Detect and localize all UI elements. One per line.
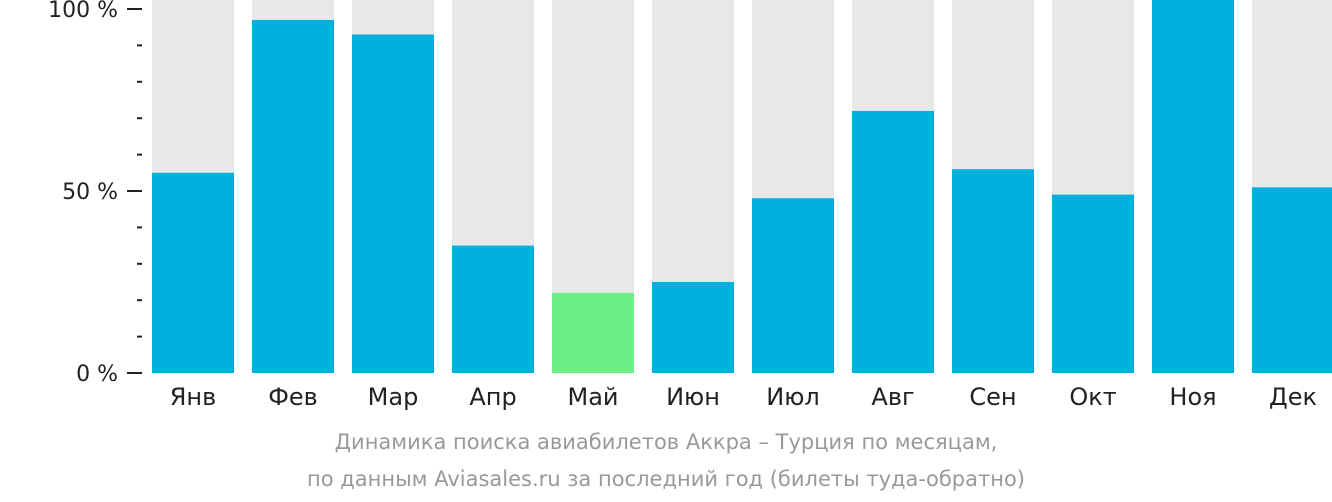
chart-title: Динамика поиска авиабилетов Аккра – Турц… (334, 430, 998, 454)
bar-09[interactable] (952, 169, 1034, 373)
bar-08[interactable] (852, 110, 934, 374)
y-axis: 100 % 50 % 0 % (48, 0, 142, 387)
y-tick-label: 100 % (48, 0, 118, 23)
bar-06[interactable] (652, 282, 734, 373)
bar-11[interactable] (1152, 0, 1234, 373)
x-tick-label-06: Июн (666, 383, 720, 411)
x-tick-label-10: Окт (1069, 383, 1116, 411)
x-tick-label-11: Ноя (1169, 383, 1216, 411)
bar-01[interactable] (152, 172, 234, 373)
chart-subtitle: по данным Aviasales.ru за последний год … (307, 467, 1025, 491)
x-axis-labels: Янв Фев Мар Апр Май Июн Июл Авг Сен Окт Ноя Дек (170, 383, 1317, 411)
x-tick-label-12: Дек (1269, 383, 1317, 411)
data-bars (152, 0, 1332, 374)
bar-05[interactable] (552, 292, 634, 373)
x-tick-label-08: Авг (871, 383, 914, 411)
bar-12[interactable] (1252, 187, 1332, 373)
y-tick-label: 50 % (62, 180, 118, 205)
x-tick-label-07: Июл (766, 383, 820, 411)
bar-02[interactable] (252, 19, 334, 373)
x-tick-label-02: Фев (268, 383, 318, 411)
x-tick-label-05: Май (567, 383, 618, 411)
bar-07[interactable] (752, 198, 834, 373)
bar-04[interactable] (452, 245, 534, 373)
x-tick-label-09: Сен (969, 383, 1016, 411)
x-tick-label-04: Апр (469, 383, 516, 411)
x-tick-label-01: Янв (170, 383, 217, 411)
bar-10[interactable] (1052, 194, 1134, 373)
x-tick-label-03: Мар (368, 383, 419, 411)
bar-03[interactable] (352, 34, 434, 373)
y-tick-label: 0 % (76, 362, 118, 387)
